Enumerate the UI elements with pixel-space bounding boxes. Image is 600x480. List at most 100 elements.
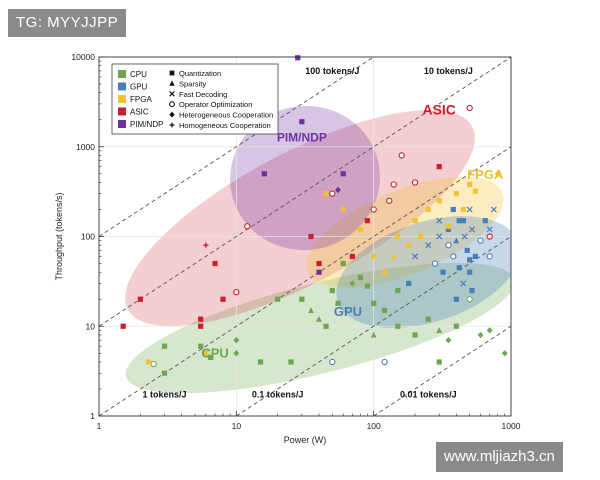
gpu-data-point [490,206,497,213]
fpga-data-point [445,223,451,229]
gpu-data-point [469,287,475,294]
gpu-data-point [431,260,439,267]
cpu-data-point [340,260,346,267]
legend-label-x: Fast Decoding [179,90,227,99]
asic-data-point [466,104,473,112]
legend-marker-square [169,70,175,76]
gpu-data-point [440,269,446,275]
asic-data-point [137,296,143,302]
x-tick-label: 100 [367,421,381,431]
cpu-data-point [453,323,459,329]
legend-label-pim: PIM/NDP [130,120,163,129]
x-tick-label: 10 [232,421,242,431]
cpu-data-point [395,287,401,294]
y-axis-title: Throughput (tokens/s) [54,192,64,280]
fpga-data-point [467,181,473,188]
gpu-data-point [445,226,451,232]
gpu-data-point [450,253,457,260]
fpga-data-point [371,253,377,260]
efficiency-line [236,236,511,416]
gpu-cluster-region [336,216,511,328]
x-axis-title: Power (W) [284,435,327,445]
efficiency-line [99,146,511,416]
cpu-data-point [198,343,204,349]
pim-region-label: PIM/NDP [277,130,327,144]
gpu-data-point [436,217,443,224]
gpu-data-point [411,253,419,260]
cpu-data-point [436,327,443,333]
legend-marker-plus [169,122,175,128]
cpu-data-point [466,296,473,303]
pim-cluster-region [230,105,380,251]
cpu-data-point [445,336,452,344]
efficiency-label: 0.1 tokens/J [252,390,304,400]
efficiency-line [373,325,511,416]
asic-data-point [329,190,336,197]
asic-data-point [198,316,204,322]
pim-data-point [261,171,267,177]
fpga-data-point [425,206,431,213]
legend-marker-x [169,90,175,97]
gpu-data-point [472,253,478,260]
gpu-data-point [460,280,467,287]
asic-data-point [486,233,493,240]
cpu-data-point [357,274,363,281]
legend-swatch-gpu [118,82,126,91]
legend-label-circle: Operator Optimization [179,100,252,109]
y-tick-label: 100 [81,232,95,242]
legend-box [111,63,279,135]
gpu-data-point [329,358,336,366]
gpu-data-point [468,226,476,233]
gpu-data-point [477,237,484,244]
asic-data-point [198,323,204,329]
legend-swatch-fpga [118,95,126,103]
cpu-data-point [370,331,377,338]
fpga-cluster-region [306,176,504,288]
gpu-data-point [486,253,493,260]
x-tick-label: 1000 [502,421,521,431]
legend-label-asic: ASIC [130,108,149,117]
asic-cluster-region [125,109,475,327]
fpga-data-point [436,198,442,204]
gpu-data-point [456,265,462,271]
asic-data-point [120,323,126,329]
legend-label-fpga: FPGA [130,95,152,104]
y-tick-label: 1 [90,411,95,421]
asic-data-point [364,218,370,224]
cpu-data-point [477,331,484,339]
y-tick-label: 10 [86,321,96,331]
cpu-data-point [436,359,442,365]
fpga-data-point [340,206,346,213]
legend-swatch-pim [118,120,126,128]
efficiency-label: 1 tokens/J [143,390,187,400]
gpu-data-point [466,206,473,213]
cpu-data-point [299,296,305,302]
cpu-data-point [150,360,157,368]
cpu-data-point [381,307,388,314]
fpga-data-point [494,170,501,177]
legend-label-triangle: Sparsity [179,79,206,88]
gpu-data-point [436,233,443,240]
gpu-data-point [453,296,459,302]
y-tick-label: 10000 [71,52,95,62]
fpga-data-point [453,191,459,197]
efficiency-label: 10 tokens/J [424,66,473,76]
gpu-data-point [461,233,468,240]
cpu-data-point [395,323,401,329]
asic-data-point [244,223,251,230]
legend-label-cpu: CPU [130,70,147,79]
asic-data-point [233,288,240,296]
pim-data-point [335,186,341,194]
cpu-data-point [349,280,356,287]
cpu-data-point [364,283,370,289]
asic-data-point [212,260,218,267]
region-labels: 100 tokens/J 10 tokens/J 1 tokens/J 0.1 tok… [143,66,504,400]
asic-data-point [203,242,209,248]
data-points [120,55,508,376]
cpu-data-point [161,370,168,376]
cpu-data-point [412,332,418,338]
cpu-data-point [335,300,341,306]
cpu-data-point [323,323,329,329]
asic-data-point [390,181,397,188]
asic-data-point [386,197,393,204]
